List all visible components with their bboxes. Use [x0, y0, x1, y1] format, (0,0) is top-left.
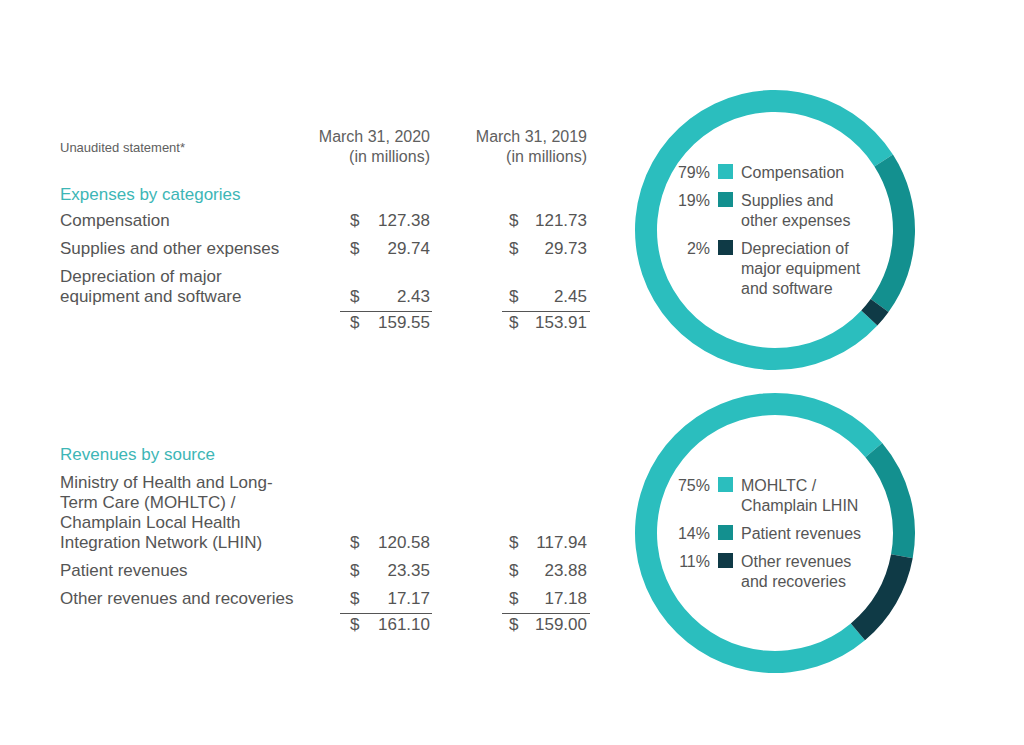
svg-text:Other revenues: Other revenues — [741, 553, 851, 570]
html-text:121.73: 121.73 — [535, 211, 587, 230]
html-text:159.55: 159.55 — [378, 313, 430, 332]
html-text:Unaudited statement*: Unaudited statement* — [60, 140, 185, 155]
html-text:Other revenues and recoveries: Other revenues and recoveries — [60, 589, 294, 608]
html-text:Expenses by categories: Expenses by categories — [60, 185, 241, 204]
svg-text:75%: 75% — [678, 477, 710, 494]
html-text:Patient revenues: Patient revenues — [60, 561, 188, 580]
html-text:23.88: 23.88 — [544, 561, 587, 580]
svg-text:Depreciation of: Depreciation of — [741, 240, 849, 257]
html-text:17.18: 17.18 — [544, 589, 587, 608]
svg-text:14%: 14% — [678, 525, 710, 542]
svg-text:Supplies and: Supplies and — [741, 192, 834, 209]
html-text:29.74: 29.74 — [387, 239, 430, 258]
svg-text:79%: 79% — [678, 164, 710, 181]
svg-text:MOHLTC /: MOHLTC / — [741, 477, 817, 494]
svg-text:Compensation: Compensation — [741, 164, 844, 181]
html-text:23.35: 23.35 — [387, 561, 430, 580]
html-text:Supplies and other expenses: Supplies and other expenses — [60, 239, 280, 258]
html-text:159.00: 159.00 — [535, 615, 587, 634]
html-text:153.91: 153.91 — [535, 313, 587, 332]
html-text:2.45: 2.45 — [553, 287, 587, 306]
html-text:March 31, 2019 (in millions): March 31, 2019 (in millions) — [475, 128, 587, 165]
svg-text:19%: 19% — [678, 192, 710, 209]
html-text:March 31, 2020 (in millions): March 31, 2020 (in millions) — [318, 128, 430, 165]
html-text:161.10: 161.10 — [378, 615, 430, 634]
html-text:117.94: 117.94 — [536, 533, 587, 552]
html-text:120.58: 120.58 — [378, 533, 430, 552]
html-text:127.38: 127.38 — [378, 211, 430, 230]
svg-text:Patient revenues: Patient revenues — [741, 525, 861, 542]
html-text:Ministry of Health and Long- T: Ministry of Health and Long- Term Care (… — [60, 473, 273, 552]
svg-text:other expenses: other expenses — [741, 212, 850, 229]
svg-text:and recoveries: and recoveries — [741, 573, 846, 590]
svg-text:Champlain LHIN: Champlain LHIN — [741, 497, 858, 514]
html-text:Compensation: Compensation — [60, 211, 170, 230]
html-text:Revenues by source: Revenues by source — [60, 445, 215, 464]
svg-text:major equipment: major equipment — [741, 260, 861, 277]
svg-text:11%: 11% — [679, 553, 710, 570]
html-text:Depreciation of major equipmen: Depreciation of major equipment and soft… — [60, 267, 242, 306]
html-text:17.17: 17.17 — [387, 589, 430, 608]
html-text:29.73: 29.73 — [544, 239, 587, 258]
svg-text:and software: and software — [741, 280, 833, 297]
svg-text:2%: 2% — [687, 240, 710, 257]
html-text:2.43: 2.43 — [396, 287, 430, 306]
